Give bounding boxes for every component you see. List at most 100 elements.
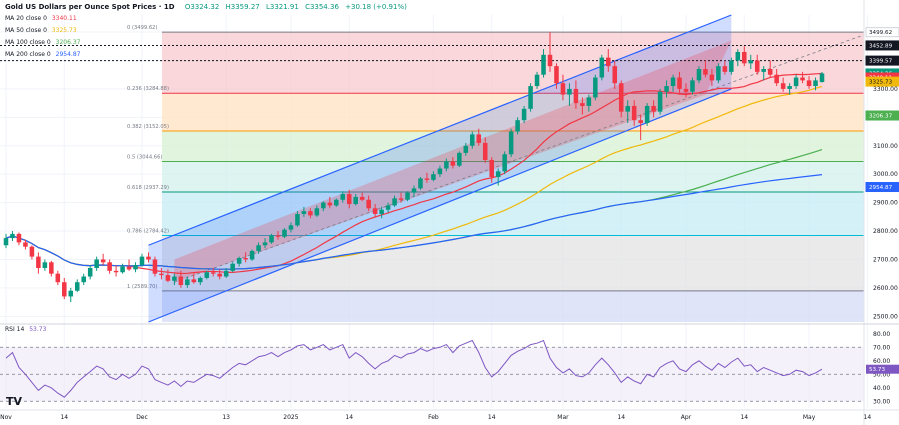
time-tick-label: May (803, 414, 816, 421)
candle-body (754, 60, 760, 72)
candle-body (230, 263, 235, 271)
candle-body (353, 196, 358, 205)
candle-body (482, 142, 488, 160)
price-tick-label: 2800.00 (873, 228, 898, 235)
candle-body (74, 282, 80, 291)
candle-body (748, 60, 754, 64)
indicator-ma200[interactable]: MA 200 close 0 2954.87 (5, 51, 80, 58)
candle-body (742, 51, 747, 64)
candle-body (100, 259, 106, 263)
candle-body (606, 57, 611, 67)
fib-level-label: 1 (2589.70) (127, 284, 157, 290)
candle-body (547, 54, 553, 67)
candle-body (223, 270, 229, 277)
price-tick-label: 3300.00 (873, 86, 898, 93)
candle-body (94, 259, 99, 268)
candle-body (618, 83, 624, 112)
tradingview-logo[interactable]: TV (6, 395, 23, 408)
price-label-text: 3452.89 (869, 43, 893, 49)
rsi-price-label-box (866, 364, 899, 374)
candle-body (385, 205, 391, 210)
candle-body (657, 91, 663, 112)
price-tick-label: 3000.00 (873, 171, 898, 178)
candle-body (703, 69, 708, 75)
time-tick-label: 13 (222, 414, 230, 421)
time-tick-label: 14 (488, 414, 496, 421)
price-label-text: 3399.57 (869, 59, 893, 65)
candle-body (68, 290, 74, 297)
candle-body (631, 105, 637, 121)
fib-level-label: 0.5 (3044.66) (127, 154, 162, 160)
candle-body (502, 154, 507, 172)
rsi-tick-label: 50.00 (873, 371, 890, 378)
candle-body (580, 103, 585, 106)
time-tick-label: 14 (345, 414, 353, 421)
candle-body (411, 188, 417, 193)
rsi-tick-label: 70.00 (873, 344, 890, 351)
price-tick-label: 2600.00 (873, 285, 898, 292)
candle-body (295, 213, 300, 226)
candle-body (405, 192, 410, 200)
candle-body (677, 77, 682, 89)
candle-body (722, 66, 728, 72)
candle-body (204, 272, 210, 278)
ohlc-low: L3321.91 (265, 3, 299, 11)
candle-body (10, 233, 15, 239)
fib-level-label: 0.618 (2937.29) (127, 185, 169, 191)
indicator-ma20[interactable]: MA 20 close 0 3340.11 (5, 15, 77, 22)
candle-body (515, 120, 520, 132)
candle-body (217, 273, 222, 277)
candle-body (593, 77, 598, 98)
price-tick-label: 2900.00 (873, 200, 898, 207)
candle-body (3, 238, 9, 246)
candle-body (210, 272, 216, 274)
candle-body (450, 161, 456, 166)
channel-upper-line (148, 14, 732, 246)
candle-body (573, 88, 579, 104)
candle-body (418, 178, 423, 189)
rsi-value: 53.73 (29, 326, 47, 333)
rsi-tick-label: 80.00 (873, 331, 890, 338)
candle-body (146, 256, 151, 260)
candle-body (152, 259, 158, 274)
candle-body (813, 80, 818, 87)
time-tick-label: Mar (557, 414, 569, 421)
candle-body (133, 265, 138, 270)
candle-body (690, 80, 695, 92)
candle-body (334, 199, 339, 206)
channel-midline (174, 34, 865, 283)
time-tick-label: Apr (681, 414, 692, 421)
price-label-box (865, 40, 899, 51)
indicator-label: MA 100 close 0 (5, 39, 51, 46)
candle-body (23, 242, 28, 247)
candle-body (308, 211, 313, 216)
candle-body (62, 282, 67, 297)
price-tick-label: 3100.00 (873, 143, 898, 150)
candle-body (16, 233, 22, 243)
indicator-ma100[interactable]: MA 100 close 0 3206.37 (5, 39, 80, 46)
candle-body (463, 145, 469, 153)
candle-body (767, 69, 773, 75)
indicator-value: 3325.73 (51, 27, 77, 34)
candle-body (49, 262, 54, 274)
candle-body (113, 270, 119, 273)
time-tick-label: 14 (60, 414, 68, 421)
time-tick-label: 14 (864, 414, 872, 421)
candle-body (172, 276, 177, 281)
rsi-legend[interactable]: RSI 14 53.73 (5, 326, 46, 333)
price-label-box (865, 27, 899, 38)
candle-body (612, 66, 618, 84)
fib-zone (162, 235, 864, 291)
candle-body (159, 273, 164, 276)
candle-body (126, 266, 132, 270)
candle-body (508, 131, 514, 155)
candle-body (262, 242, 268, 246)
time-tick-label: 14 (617, 414, 625, 421)
price-label-text: 3206.37 (869, 114, 893, 120)
indicator-ma50[interactable]: MA 50 close 0 3325.73 (5, 27, 77, 34)
fib-zone (162, 32, 864, 94)
channel-lower-line (148, 88, 732, 323)
candle-body (644, 105, 650, 124)
